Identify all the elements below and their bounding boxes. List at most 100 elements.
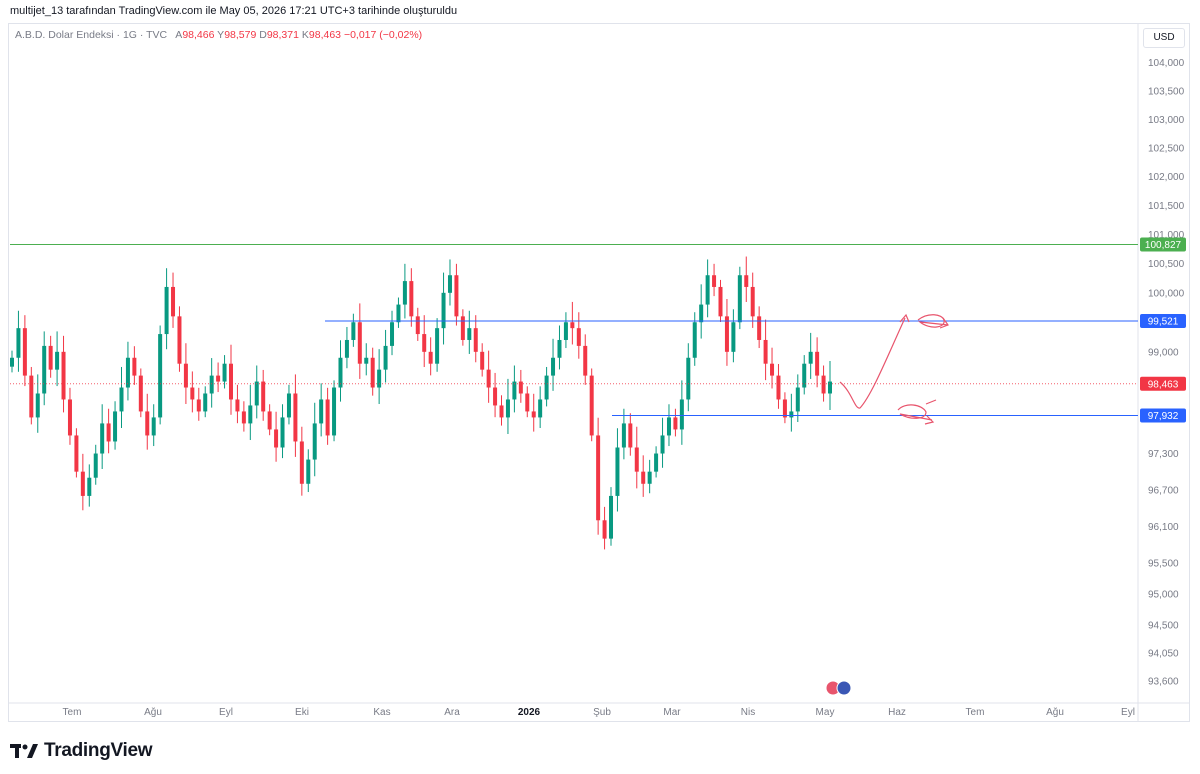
change-value: −0,017 (−0,02%): [343, 29, 423, 41]
candle-body: [402, 281, 407, 305]
candle-body: [145, 411, 150, 436]
time-tick-label: Eyl: [219, 707, 233, 718]
candle-body: [428, 351, 433, 364]
candle-body: [712, 275, 717, 287]
candle-body: [460, 316, 465, 340]
candle-body: [525, 393, 530, 412]
candle-body: [351, 322, 356, 340]
close-label: K: [301, 29, 309, 41]
candle-body: [390, 322, 395, 346]
candle-body: [666, 417, 671, 436]
time-tick-label: Kas: [373, 707, 390, 718]
open-label: A: [175, 29, 183, 41]
candle-body: [35, 393, 40, 418]
candle-body: [138, 375, 143, 412]
candle-body: [196, 399, 201, 412]
price-tick-label: 96,100: [1148, 522, 1179, 533]
candle-body: [757, 316, 762, 340]
candle-body: [609, 495, 614, 539]
candle-body: [235, 399, 240, 412]
low-value: 98,371: [266, 29, 299, 41]
candle-body: [132, 357, 137, 376]
price-tick-label: 96,700: [1148, 485, 1179, 496]
candle-body: [493, 387, 498, 406]
candle-body: [286, 393, 291, 418]
time-tick-label: Eyl: [1121, 707, 1135, 718]
candle-body: [190, 387, 195, 400]
candle-body: [248, 405, 253, 424]
price-tick-label: 100,000: [1148, 288, 1185, 299]
time-tick-label: Nis: [741, 707, 755, 718]
candle-body: [364, 357, 369, 364]
candle-body: [261, 381, 266, 412]
candle-body: [100, 423, 105, 454]
candle-body: [557, 339, 562, 358]
currency-button[interactable]: USD: [1143, 28, 1185, 48]
candle-body: [576, 328, 581, 346]
candle-body: [789, 411, 794, 418]
candle-body: [280, 417, 285, 448]
candle-body: [563, 322, 568, 340]
candle-body: [628, 423, 633, 448]
candle-body: [42, 345, 47, 394]
candle-body: [782, 399, 787, 418]
candle-body: [705, 275, 710, 305]
price-tick-label: 101,000: [1148, 230, 1185, 241]
candle-body: [61, 351, 66, 400]
last-price-label: 98,463: [1148, 379, 1179, 390]
price-tick-label: 101,500: [1148, 201, 1185, 212]
candle-body: [222, 363, 227, 382]
candle-body: [654, 453, 659, 472]
candle-body: [538, 399, 543, 418]
candle-body: [254, 381, 259, 406]
candle-body: [621, 423, 626, 448]
price-level-badge: [1140, 314, 1186, 329]
candle-body: [737, 275, 742, 323]
candle-body: [821, 375, 826, 394]
candle-body: [67, 399, 72, 436]
candle-body: [48, 345, 53, 370]
candle-body: [808, 351, 813, 364]
candle-body: [158, 334, 163, 418]
chart-header-title: multijet_13 tarafından TradingView.com i…: [10, 5, 458, 17]
candle-body: [570, 322, 575, 329]
candle-body: [699, 304, 704, 323]
candle-body: [357, 322, 362, 364]
ohlc-legend: A.B.D. Dolar Endeksi · 1G · TVC A98,466 …: [15, 29, 422, 41]
candle-body: [370, 357, 375, 388]
candle-body: [22, 328, 27, 376]
candle-body: [55, 351, 60, 370]
candle-body: [589, 375, 594, 436]
price-tick-label: 94,050: [1148, 648, 1179, 659]
candle-body: [293, 393, 298, 442]
candle-body: [531, 411, 536, 418]
candle-body: [634, 447, 639, 472]
fish-arrowhead-upper: [939, 317, 949, 329]
low-label: D: [259, 29, 267, 41]
candle-body: [454, 275, 459, 317]
time-tick-label: 2026: [518, 707, 541, 718]
candle-body: [216, 375, 221, 382]
candle-body: [74, 435, 79, 472]
candle-body: [499, 405, 504, 418]
candle-body: [776, 375, 781, 400]
candle-body: [435, 328, 440, 364]
chart-frame[interactable]: [8, 23, 1190, 722]
time-tick-label: May: [816, 707, 835, 718]
candle-body: [518, 381, 523, 394]
candle-body: [87, 477, 92, 496]
price-tick-label: 102,000: [1148, 172, 1185, 183]
candle-body: [396, 304, 401, 323]
candle-body: [113, 411, 118, 442]
candle-body: [815, 351, 820, 376]
open-value: 98,466: [182, 29, 215, 41]
candle-body: [686, 357, 691, 400]
tradingview-logo-icon: [10, 744, 38, 758]
forecast-arrow-up: [839, 317, 906, 409]
candle-body: [16, 328, 21, 358]
candle-body: [480, 351, 485, 370]
price-level-badge: [1140, 237, 1186, 252]
candle-body: [332, 387, 337, 436]
time-tick-label: Ağu: [1046, 707, 1064, 718]
